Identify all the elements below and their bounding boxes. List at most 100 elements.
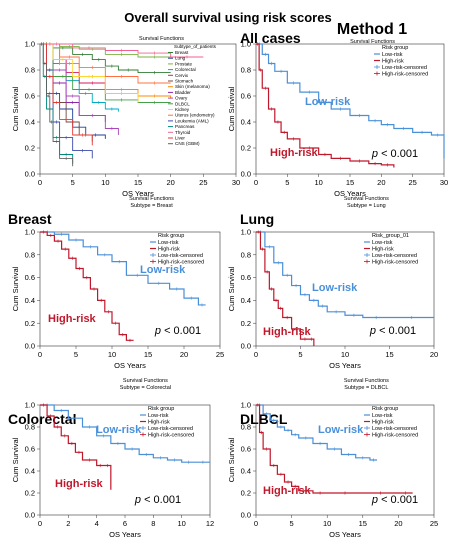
- high-risk-annotation-lung: High-risk: [263, 326, 312, 338]
- y-tick-label-colorectal: 1.0: [25, 401, 35, 410]
- x-axis-label-lung: OS Years: [329, 361, 361, 370]
- panel-all-cases: All cases Survival Functions 0.0 0.2 0.4 0.6 0…: [227, 30, 448, 198]
- x-tick-label-lung: 10: [341, 350, 349, 359]
- y-tick-label-all-cases: 0.2: [241, 144, 251, 153]
- legend-label-12: Leukemia (AML): [175, 118, 209, 123]
- y-axis-label-dlbcl: Cum Survival: [227, 437, 236, 482]
- x-tick-label-dlbcl: 25: [430, 519, 438, 528]
- x-tick-label-all-subtypes: 0: [38, 178, 42, 187]
- y-tick-label-lung: 0.6: [241, 273, 251, 282]
- y-tick-label-dlbcl: 0.4: [241, 467, 251, 476]
- y-tick-label-breast: 0.6: [25, 273, 35, 282]
- x-tick-label-dlbcl: 5: [290, 519, 294, 528]
- y-tick-label-colorectal: 0.8: [25, 423, 35, 432]
- x-tick-label-dlbcl: 10: [323, 519, 331, 528]
- y-tick-label-all-cases: 0.0: [241, 170, 251, 179]
- panel-heading-dlbcl: DLBCL: [240, 411, 288, 427]
- low-risk-annotation-colorectal: Low-risk: [96, 424, 142, 436]
- y-tick-label-colorectal: 0.6: [25, 445, 35, 454]
- series-line-all-cases-1: [256, 43, 395, 168]
- x-tick-label-lung: 20: [430, 350, 438, 359]
- x-tick-label-lung: 5: [298, 350, 302, 359]
- legend-label-lung-0: Low-risk: [372, 240, 393, 246]
- legend-label-all-cases-2: Low-risk-censored: [382, 65, 427, 71]
- p-value-colorectal: p < 0.001: [134, 494, 181, 506]
- legend-label-breast-2: Low-risk-censored: [158, 253, 203, 259]
- panel-title-dlbcl: Survival Functions: [344, 378, 389, 384]
- legend-label-breast-0: Low-risk: [158, 240, 179, 246]
- method-label: Method 1: [337, 21, 407, 38]
- x-axis-label-all-cases: OS Years: [334, 189, 366, 198]
- p-value-breast: p < 0.001: [154, 325, 201, 337]
- x-tick-label-dlbcl: 15: [359, 519, 367, 528]
- y-tick-label-lung: 1.0: [241, 228, 251, 237]
- low-risk-annotation-lung: Low-risk: [312, 282, 358, 294]
- x-tick-label-lung: 15: [385, 350, 393, 359]
- high-risk-annotation-dlbcl: High-risk: [263, 485, 312, 497]
- legend-label-3: Colorectal: [175, 67, 196, 72]
- plot-frame-dlbcl: [255, 404, 435, 516]
- x-tick-label-all-subtypes: 25: [199, 178, 207, 187]
- y-tick-label-all-subtypes: 0.4: [25, 118, 35, 127]
- low-risk-annotation-all-cases: Low-risk: [305, 96, 351, 108]
- x-tick-label-all-cases: 30: [440, 178, 448, 187]
- y-axis-label-breast: Cum Survival: [11, 266, 20, 311]
- y-tick-label-lung: 0.8: [241, 250, 251, 259]
- y-tick-label-all-cases: 1.0: [241, 40, 251, 49]
- panel-title-breast: Survival Functions: [129, 196, 174, 202]
- legend-label-breast-3: High-risk-censored: [158, 260, 204, 266]
- y-tick-label-breast: 0.8: [25, 250, 35, 259]
- x-tick-label-breast: 5: [74, 350, 78, 359]
- x-tick-label-lung: 0: [254, 350, 258, 359]
- legend-label-lung-1: High-risk: [372, 247, 394, 253]
- x-axis-label-dlbcl: OS Years: [329, 530, 361, 539]
- x-tick-label-colorectal: 8: [151, 519, 155, 528]
- x-tick-label-dlbcl: 0: [254, 519, 258, 528]
- x-tick-label-all-subtypes: 20: [166, 178, 174, 187]
- legend-label-8: Ovary: [175, 96, 188, 101]
- panel-title-colorectal: Survival Functions: [123, 378, 168, 384]
- legend-label-dlbcl-0: Low-risk: [372, 413, 393, 419]
- legend-label-dlbcl-1: High-risk: [372, 420, 394, 426]
- series-line-all-subtypes-10: [40, 43, 139, 103]
- y-tick-label-all-cases: 0.6: [241, 92, 251, 101]
- y-axis-label-all-cases: Cum Survival: [227, 86, 236, 131]
- y-tick-label-all-cases: 0.4: [241, 118, 251, 127]
- y-tick-label-all-cases: 0.8: [241, 66, 251, 75]
- legend-label-6: Skin (melanoma): [175, 84, 210, 89]
- y-tick-label-dlbcl: 0.8: [241, 423, 251, 432]
- series-line-colorectal-0: [40, 404, 210, 463]
- figure-title: Overall survival using risk scores: [124, 10, 331, 25]
- panel-heading-breast: Breast: [8, 211, 52, 227]
- x-axis-label-colorectal: OS Years: [109, 530, 141, 539]
- legend-label-15: Liver: [175, 136, 185, 141]
- series-line-lung-0: [256, 231, 434, 319]
- legend-label-0: Breast: [175, 50, 189, 55]
- x-tick-label-colorectal: 10: [177, 519, 185, 528]
- legend-label-colorectal-0: Low-risk: [148, 413, 169, 419]
- low-risk-annotation-breast: Low-risk: [140, 264, 186, 276]
- legend-label-7: Bladder: [175, 90, 191, 95]
- x-tick-label-all-cases: 10: [314, 178, 322, 187]
- x-tick-label-all-cases: 5: [285, 178, 289, 187]
- legend-label-1: Lung: [175, 56, 186, 61]
- y-tick-label-colorectal: 0.4: [25, 467, 35, 476]
- x-tick-label-all-cases: 20: [377, 178, 385, 187]
- p-value-lung: p < 0.001: [369, 325, 416, 337]
- panels-group: Survival Functions 0.0 0.2 0.4 0.6 0.8 1.0 0 5 10…: [8, 30, 448, 539]
- legend-label-colorectal-1: High-risk: [148, 420, 170, 426]
- panel-heading-lung: Lung: [240, 211, 274, 227]
- y-axis-label-lung: Cum Survival: [227, 266, 236, 311]
- y-tick-label-lung: 0.4: [241, 296, 251, 305]
- series-line-lung-1: [256, 231, 315, 346]
- y-tick-label-all-subtypes: 0.6: [25, 92, 35, 101]
- legend-title-all-subtypes: Subtype_of_patients: [174, 44, 217, 49]
- legend-label-10: Kidney: [175, 107, 190, 112]
- legend-label-all-cases-0: Low-risk: [382, 52, 403, 58]
- panel-all-subtypes: Survival Functions 0.0 0.2 0.4 0.6 0.8 1.0 0 5 10…: [11, 36, 240, 198]
- y-tick-label-colorectal: 0.2: [25, 489, 35, 498]
